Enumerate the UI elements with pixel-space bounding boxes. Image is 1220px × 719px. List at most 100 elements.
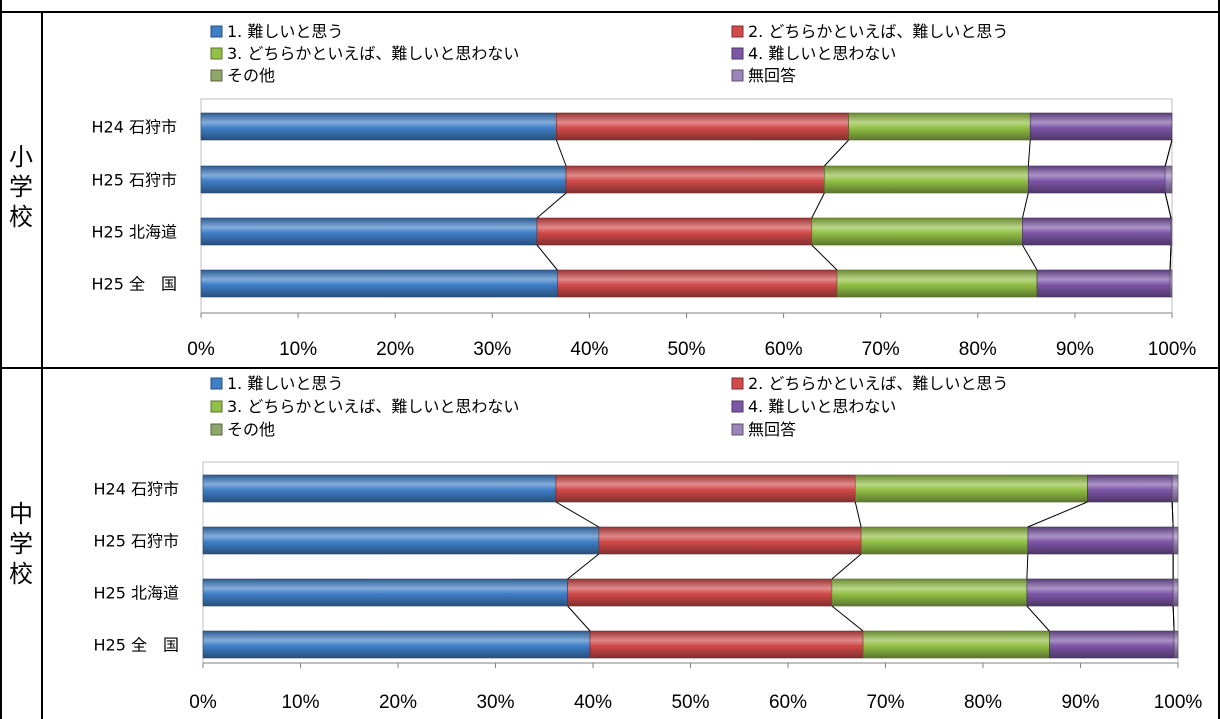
x-tick-label: 10%	[281, 692, 319, 713]
category-label: H25 北海道	[94, 584, 179, 603]
legend-item: 3. どちらかといえば、難しいと思わない	[210, 44, 519, 63]
bar-segment-difficult	[202, 526, 600, 555]
legend-label: 1. 難しいと思う	[227, 374, 343, 393]
group-label-char: 校	[9, 560, 33, 588]
category-label: H25 全 国	[92, 275, 177, 294]
series-connector-line	[567, 553, 600, 580]
legend-label: 無回答	[748, 420, 796, 439]
x-tick-label: 20%	[379, 692, 417, 713]
group-label-elementary: 小 学 校	[9, 143, 33, 231]
bar-segment-no-answer	[1169, 269, 1173, 298]
legend-item: 2. どちらかといえば、難しいと思う	[731, 374, 1008, 393]
x-tick-label: 30%	[476, 692, 514, 713]
legend-label: その他	[227, 66, 275, 85]
legend: 1. 難しいと思う 2. どちらかといえば、難しいと思う 3. どちらかといえば…	[210, 22, 1008, 85]
x-tick-label: 80%	[959, 339, 997, 360]
legend-swatch	[731, 25, 744, 38]
group-label-char: 校	[9, 203, 33, 231]
series-connector-line	[811, 192, 825, 219]
bar-segment-difficult	[202, 578, 568, 607]
series-connector-line	[536, 244, 558, 271]
legend-label: 2. どちらかといえば、難しいと思う	[748, 22, 1008, 41]
bar-segment-difficult	[200, 217, 538, 246]
bar-segment-somewhat-not-difficult	[862, 630, 1050, 659]
series-connector-line	[1027, 139, 1031, 167]
x-tick-label: 40%	[570, 339, 608, 360]
legend-label: 2. どちらかといえば、難しいと思う	[748, 374, 1008, 393]
bar-segment-no-answer	[1172, 578, 1179, 607]
legend-label: 4. 難しいと思わない	[748, 44, 896, 63]
x-tick-label: 100%	[1154, 692, 1203, 713]
x-tick-label: 30%	[473, 339, 511, 360]
legend-item: 3. どちらかといえば、難しいと思わない	[210, 397, 519, 416]
series-connector-line	[1027, 501, 1088, 528]
bar-segment-somewhat-difficult	[589, 630, 864, 659]
legend-swatch	[210, 69, 223, 82]
legend-swatch	[731, 377, 744, 390]
x-tick-label: 0%	[189, 692, 217, 713]
series-connector-line	[831, 553, 862, 580]
series-connector-line	[831, 605, 864, 632]
legend-swatch	[731, 423, 744, 436]
bar-segment-somewhat-difficult	[567, 578, 833, 607]
bar-segment-somewhat-not-difficult	[811, 217, 1023, 246]
x-tick-label: 40%	[574, 692, 612, 713]
bar-segment-no-answer	[1173, 630, 1179, 659]
legend-item: 無回答	[731, 420, 796, 439]
bar-segment-difficult	[200, 165, 567, 194]
plot-area: 0% 10% 20% 30% 40% 50% 60% 70% 80% 90% 100% H24 石狩市…	[94, 461, 1203, 713]
category-label: H25 全 国	[94, 636, 179, 655]
x-tick-label: 20%	[376, 339, 414, 360]
legend-swatch	[731, 400, 744, 413]
bar-segment-somewhat-not-difficult	[831, 578, 1028, 607]
series-connector-line	[854, 501, 862, 528]
series-connector-line	[555, 501, 600, 528]
series-connector-line	[1164, 139, 1173, 167]
series-connector-line	[1172, 605, 1175, 632]
bar-segment-no-answer	[1170, 217, 1173, 246]
series-connector-line	[811, 244, 838, 271]
legend-swatch	[731, 47, 744, 60]
legend-swatch	[731, 69, 744, 82]
x-tick-label: 50%	[671, 692, 709, 713]
legend-swatch	[210, 400, 223, 413]
bar-segment-no-answer	[1164, 165, 1173, 194]
legend-item: 4. 難しいと思わない	[731, 44, 896, 63]
bar-segment-no-answer	[1171, 474, 1179, 503]
category-label: H24 石狩市	[94, 480, 179, 499]
legend-item: 1. 難しいと思う	[210, 22, 343, 41]
category-label: H25 石狩市	[92, 171, 177, 190]
series-connector-line	[1169, 244, 1172, 271]
legend-label: 無回答	[748, 66, 796, 85]
series-connector-line	[824, 139, 850, 167]
bar-segment-not-difficult	[1026, 578, 1174, 607]
legend-swatch	[210, 25, 223, 38]
x-tick-label: 50%	[667, 339, 705, 360]
x-tick-label: 90%	[1061, 692, 1099, 713]
bar-segment-difficult	[202, 474, 557, 503]
x-tick-label: 90%	[1056, 339, 1094, 360]
legend-swatch	[210, 377, 223, 390]
x-tick-label: 100%	[1148, 339, 1197, 360]
series-connector-line	[555, 139, 567, 167]
bar-segment-difficult	[200, 269, 558, 298]
x-tick-label: 60%	[765, 339, 803, 360]
x-tick-label: 10%	[279, 339, 317, 360]
bar-segment-somewhat-not-difficult	[836, 269, 1038, 298]
bar-segment-difficult	[202, 630, 591, 659]
legend-swatch	[210, 47, 223, 60]
bar-segment-not-difficult	[1036, 269, 1171, 298]
chart-junior-high: 1. 難しいと思う 2. どちらかといえば、難しいと思う 3. どちらかといえば…	[94, 374, 1203, 713]
category-label: H25 石狩市	[94, 532, 179, 551]
bar-segment-somewhat-not-difficult	[854, 474, 1088, 503]
bar-segment-difficult	[200, 112, 557, 141]
bar-segment-not-difficult	[1087, 474, 1173, 503]
legend: 1. 難しいと思う 2. どちらかといえば、難しいと思う 3. どちらかといえば…	[210, 374, 1008, 439]
legend-item: 2. どちらかといえば、難しいと思う	[731, 22, 1008, 41]
plot-area: 0% 10% 20% 30% 40% 50% 60% 70% 80% 90% 100% H24 石狩市…	[92, 98, 1197, 360]
legend-swatch	[210, 423, 223, 436]
group-label-char: 学	[9, 530, 33, 558]
group-label-char: 小	[9, 143, 33, 171]
group-label-char: 中	[9, 500, 33, 528]
